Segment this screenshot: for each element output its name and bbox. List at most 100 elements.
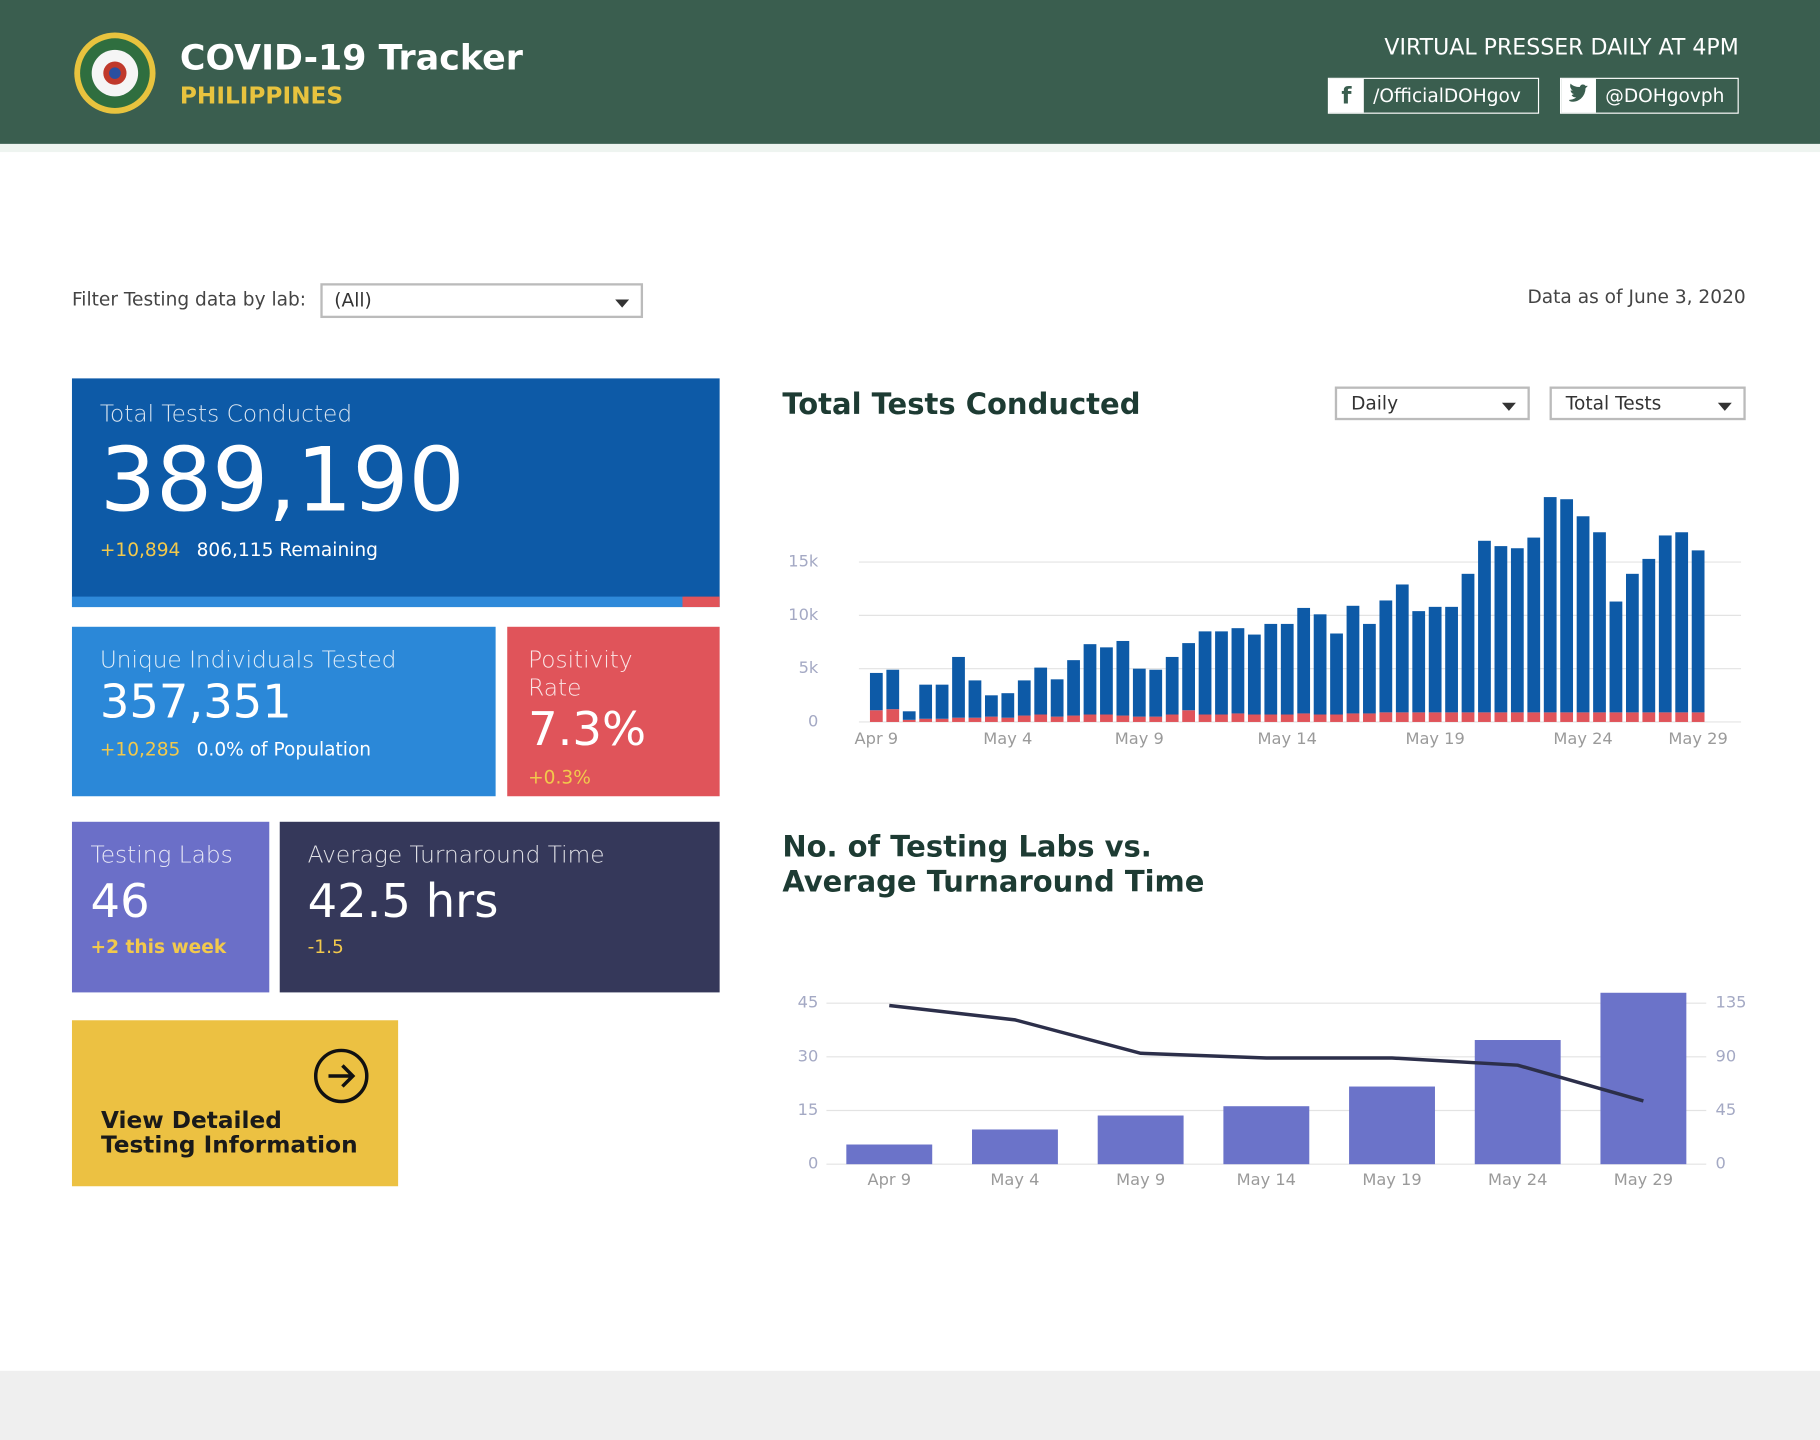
header-shadow [0, 143, 1820, 153]
x-tick-label: May 14 [1258, 729, 1317, 748]
bar-segment [1116, 715, 1130, 722]
bar-segment [1543, 712, 1557, 722]
bar-segment [1675, 712, 1689, 722]
arrow-icon [313, 1048, 369, 1104]
bar-segment [935, 718, 949, 722]
bar-segment [1478, 540, 1491, 713]
bar [1223, 1106, 1310, 1165]
bar [846, 1144, 933, 1165]
bar-segment [1297, 607, 1311, 714]
x-tick-label: Apr 9 [867, 1170, 911, 1189]
footer [0, 1370, 1820, 1440]
bar-segment [1412, 712, 1426, 722]
details-button[interactable]: View Detailed Testing Information [71, 1020, 399, 1187]
bar-segment [1149, 669, 1163, 717]
metric-select[interactable]: Total Tests [1549, 386, 1746, 421]
facebook-link[interactable]: f /OfficialDOHgov [1327, 77, 1540, 114]
card-change: +10,285 [99, 738, 181, 761]
bar-segment [1691, 550, 1705, 713]
facebook-icon: f [1329, 78, 1364, 113]
bar [1349, 1086, 1435, 1165]
bar-segment [919, 684, 933, 719]
bar-segment [886, 709, 900, 722]
x-tick-label: May 4 [990, 1170, 1039, 1189]
bar-segment [1165, 656, 1179, 715]
bar-segment [952, 656, 965, 718]
bar-segment [1034, 667, 1048, 715]
bar-segment [869, 710, 883, 722]
card-value: 357,351 [99, 675, 292, 729]
card-value: 42.5 hrs [307, 875, 499, 929]
site-title: COVID-19 Tracker [179, 38, 523, 79]
bar-segment [1247, 634, 1261, 715]
bar-segment [1461, 573, 1475, 713]
filter-value: (All) [334, 289, 372, 312]
bar-segment [1215, 631, 1228, 715]
y-tick-label: 5k [799, 658, 819, 677]
twitter-handle: @DOHgovph [1605, 84, 1725, 107]
bar-segment [1576, 712, 1590, 722]
select-value: Total Tests [1565, 392, 1662, 415]
card-note: 0.0% of Population [196, 738, 372, 761]
bar-segment [1412, 611, 1426, 713]
bar-segment [1428, 712, 1442, 722]
chart-title: No. of Testing Labs vs. [782, 829, 1151, 863]
lab-filter[interactable]: (All) [320, 283, 644, 319]
bar-segment [1543, 497, 1557, 713]
x-tick-label: May 24 [1553, 729, 1612, 748]
bar-segment [1001, 693, 1015, 718]
bar-segment [1067, 660, 1080, 716]
bar-segment [1445, 712, 1458, 722]
card-title: Unique Individuals Tested [99, 645, 397, 674]
card-title: Testing Labs [90, 840, 233, 869]
bar-segment [985, 695, 998, 717]
bar-segment [1050, 716, 1064, 722]
bar-segment [1363, 623, 1376, 714]
bar-segment [1017, 715, 1031, 722]
bar-segment [1116, 640, 1130, 716]
bar-segment [1198, 631, 1212, 715]
bar-segment [1395, 712, 1409, 722]
twitter-link[interactable]: @DOHgovph [1559, 77, 1739, 114]
period-select[interactable]: Daily [1334, 386, 1530, 421]
y-tick-label: 90 [1716, 1046, 1737, 1065]
bar-segment [1625, 712, 1639, 722]
bar-segment [1017, 680, 1031, 716]
card-change: +10,894 [99, 538, 181, 561]
card-change: -1.5 [307, 935, 344, 958]
bar-segment [1247, 714, 1261, 722]
labs-card: Testing Labs 46 +2 this week [71, 821, 270, 993]
bar-segment [1149, 716, 1163, 722]
bar-segment [1264, 623, 1278, 715]
bar-segment [1445, 606, 1458, 713]
bar-segment [919, 718, 933, 722]
x-tick-label: May 9 [1115, 729, 1164, 748]
chart-title: Average Turnaround Time [782, 864, 1204, 898]
bar-segment [1313, 614, 1327, 715]
bar-segment [1231, 628, 1245, 714]
filter-label: Filter Testing data by lab: [71, 287, 307, 310]
bar-segment [1658, 535, 1672, 713]
y-tick-label: 0 [808, 711, 818, 730]
unique-individuals-card: Unique Individuals Tested 357,351 +10,28… [71, 626, 496, 797]
y-tick-label: 15 [798, 1100, 819, 1119]
bar-segment [1428, 606, 1442, 713]
card-title: Positivity Rate [528, 645, 633, 702]
x-tick-label: May 9 [1116, 1170, 1165, 1189]
bar-segment [1625, 573, 1639, 713]
bar-segment [1346, 713, 1360, 722]
y-tick-label: 30 [798, 1046, 819, 1065]
bar-segment [1461, 712, 1475, 722]
bar-segment [1593, 712, 1606, 722]
bar-segment [1658, 712, 1672, 722]
charts: Total Tests Conducted No. of Testing Lab… [782, 387, 1747, 1189]
line [889, 1003, 1644, 1103]
bar [1097, 1115, 1184, 1165]
bar-segment [1494, 546, 1508, 713]
bar-segment [1330, 714, 1343, 722]
y-tick-label: 135 [1716, 993, 1747, 1012]
card-title: Total Tests Conducted [99, 399, 353, 428]
y-tick-label: 0 [808, 1154, 818, 1173]
bar-segment [1675, 532, 1689, 713]
bar-segment [952, 717, 965, 722]
